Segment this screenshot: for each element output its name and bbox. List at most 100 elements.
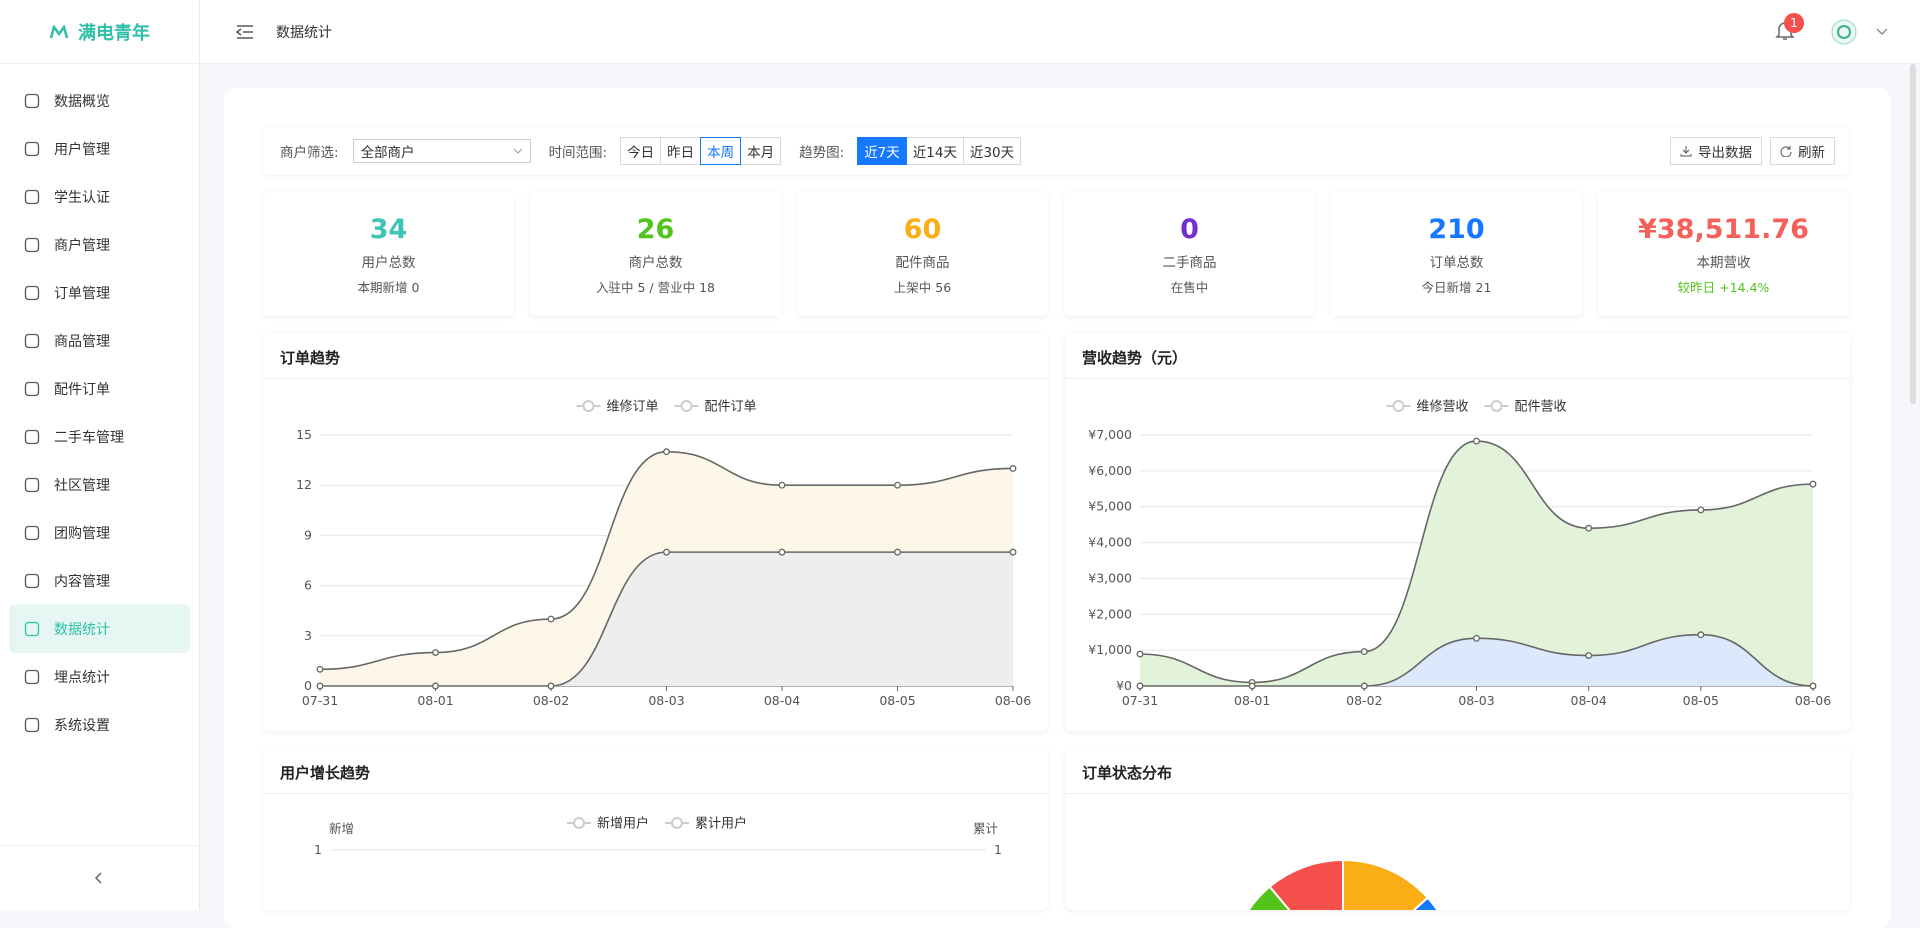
y-tick-label: 12	[296, 477, 312, 492]
stat-card: 60 配件商品上架中 56	[797, 192, 1048, 316]
point	[1136, 650, 1144, 658]
point	[1009, 465, 1017, 472]
point	[1809, 682, 1817, 690]
filter-button[interactable]: 近7天	[857, 137, 907, 165]
area	[1140, 441, 1813, 686]
menu-label: 埋点统计	[54, 669, 110, 686]
menu-label: 团购管理	[54, 525, 110, 542]
menu-item[interactable]: 用户管理	[9, 124, 190, 173]
legend-item[interactable]: 配件订单	[674, 400, 757, 415]
filter-button[interactable]: 本周	[700, 137, 742, 165]
stat-sub: 今日新增 21	[1421, 280, 1492, 295]
merchant-select[interactable]: 全部商户	[352, 139, 531, 163]
refresh-button[interactable]: 刷新	[1770, 137, 1835, 165]
legend-item[interactable]: 维修订单	[576, 400, 659, 415]
menu-label: 系统设置	[54, 717, 110, 734]
point	[1585, 652, 1593, 659]
avatar[interactable]	[1831, 19, 1857, 45]
filter-button[interactable]: 今日	[620, 137, 662, 165]
y-tick-label: ¥2,000	[1088, 606, 1132, 621]
menu-item[interactable]: 订单管理	[9, 268, 190, 317]
trend-group: 近7天 近14天 近30天	[857, 137, 1022, 165]
menu-label: 内容管理	[54, 573, 110, 590]
logo[interactable]: 满电青年	[0, 0, 200, 64]
filter-button[interactable]: 本月	[740, 137, 782, 165]
chart: ¥0 ¥1,000 ¥2,000 ¥3,000 ¥4,000 ¥5,000 ¥6,000 ¥7…	[1088, 400, 1831, 709]
y-tick-label: ¥5,000	[1088, 499, 1132, 514]
menu-item[interactable]: 商品管理	[9, 316, 190, 365]
menu-label: 用户管理	[54, 141, 110, 158]
stat-label: 配件商品	[895, 255, 950, 271]
legend-label: 维修订单	[606, 400, 658, 415]
menu-item[interactable]: 社区管理	[9, 460, 190, 509]
point	[1360, 648, 1368, 656]
logo-text: 满电青年	[78, 22, 150, 44]
legend: 维修营收 配件营收	[1386, 400, 1567, 415]
y-tick-label: 0	[304, 678, 312, 693]
point	[1136, 682, 1144, 690]
chart-card: 订单趋势 0 3 6 9 12 15 07-31 08-01 08-02 08-03 08-04 08-…	[263, 333, 1048, 731]
filter-label: 商户筛选:	[280, 145, 339, 161]
stat-value: ¥38,511.76	[1638, 214, 1809, 245]
legend-marker	[680, 400, 693, 412]
icon-shape	[24, 141, 40, 156]
x-tick-label: 07-31	[302, 693, 338, 708]
legend-item[interactable]: 新增用户	[566, 816, 649, 832]
filter-label: 趋势图:	[799, 145, 845, 161]
menu-item[interactable]: 系统设置	[9, 700, 190, 749]
legend-marker	[572, 817, 585, 829]
legend-item[interactable]: 配件营收	[1484, 400, 1567, 415]
export-button[interactable]: 导出数据	[1670, 137, 1762, 165]
menu-icon	[24, 333, 40, 348]
point	[547, 615, 555, 623]
donut-slice	[1342, 858, 1430, 910]
point	[1585, 524, 1593, 532]
point	[1697, 506, 1705, 514]
menu-item[interactable]: 埋点统计	[9, 652, 190, 701]
point	[547, 682, 555, 690]
donut-slice	[1412, 896, 1439, 910]
chart-card: 订单状态分布	[1065, 748, 1850, 910]
filter-button[interactable]: 近30天	[962, 137, 1022, 165]
user-dropdown[interactable]	[1876, 27, 1888, 37]
chart-card: 用户增长趋势 新增 累计 1 1 新增用户 累计用户	[263, 748, 1048, 910]
menu-item[interactable]: 数据统计	[9, 604, 190, 653]
icon-shape	[24, 93, 40, 108]
x-tick-label: 07-31	[1122, 693, 1158, 708]
legend-item[interactable]: 累计用户	[665, 816, 747, 832]
icon-shape	[24, 477, 40, 492]
menu-item[interactable]: 数据概览	[9, 76, 190, 125]
x-tick-label: 08-04	[1571, 693, 1607, 708]
menu-item[interactable]: 二手车管理	[9, 412, 190, 461]
icon-shape	[24, 525, 40, 540]
menu-item[interactable]: 配件订单	[9, 364, 190, 413]
legend-item[interactable]: 维修营收	[1386, 400, 1469, 415]
menu-item[interactable]: 商户管理	[9, 220, 190, 269]
icon-shape	[24, 621, 40, 636]
range-group: 今日 昨日 本周 本月	[620, 137, 782, 165]
y-tick-label: 9	[304, 527, 312, 542]
point	[1473, 634, 1480, 642]
stat-sub: 上架中 56	[893, 280, 952, 295]
point	[663, 548, 670, 556]
filter-button[interactable]: 近14天	[905, 137, 964, 165]
legend-label: 新增用户	[597, 816, 649, 832]
menu-toggle[interactable]	[236, 24, 254, 40]
x-tick-label: 08-03	[648, 693, 684, 708]
menu-label: 数据统计	[54, 621, 110, 638]
menu-item[interactable]: 学生认证	[9, 172, 190, 221]
filter-bar: 商户筛选: 全部商户 时间范围: 今日 昨日 本周 本月 趋势图: 近7天 近14天 近3…	[263, 127, 1849, 175]
icon-shape	[24, 189, 40, 204]
menu-item[interactable]: 内容管理	[9, 556, 190, 605]
collapse-button[interactable]	[92, 871, 106, 885]
x-tick-label: 08-04	[764, 693, 800, 708]
filter-button[interactable]: 昨日	[660, 137, 702, 165]
x-tick-label: 08-02	[533, 693, 569, 708]
menu-item[interactable]: 团购管理	[9, 508, 190, 557]
y-tick-label: 15	[296, 427, 312, 442]
stat-value: 60	[903, 214, 942, 245]
menu-label: 商品管理	[54, 333, 110, 350]
point	[778, 481, 786, 489]
y-tick-label: 1	[314, 842, 322, 857]
